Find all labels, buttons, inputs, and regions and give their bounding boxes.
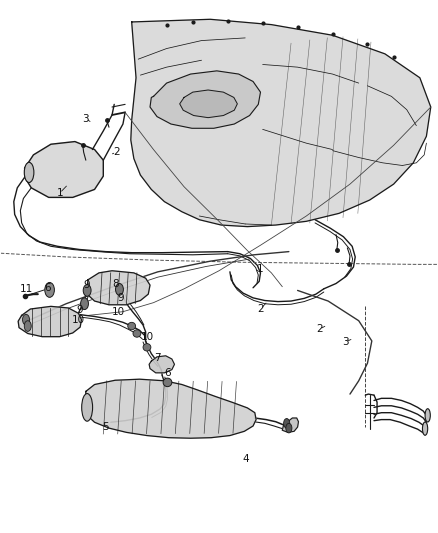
Ellipse shape bbox=[81, 393, 92, 421]
Ellipse shape bbox=[133, 330, 141, 337]
Polygon shape bbox=[180, 90, 237, 118]
Ellipse shape bbox=[83, 285, 91, 296]
Text: 3: 3 bbox=[82, 114, 89, 124]
Polygon shape bbox=[149, 356, 174, 373]
Text: 2: 2 bbox=[113, 147, 120, 157]
Polygon shape bbox=[150, 71, 261, 128]
Polygon shape bbox=[18, 306, 81, 337]
Text: 3: 3 bbox=[343, 337, 349, 347]
Polygon shape bbox=[25, 142, 103, 197]
Text: 10: 10 bbox=[72, 314, 85, 325]
Polygon shape bbox=[283, 418, 298, 432]
Ellipse shape bbox=[45, 282, 54, 297]
Text: 6: 6 bbox=[164, 368, 171, 378]
Ellipse shape bbox=[163, 378, 172, 386]
Text: 10: 10 bbox=[112, 306, 125, 317]
Text: 1: 1 bbox=[57, 188, 63, 198]
Text: 5: 5 bbox=[102, 422, 109, 432]
Ellipse shape bbox=[128, 322, 136, 330]
Text: 1: 1 bbox=[257, 264, 264, 274]
Ellipse shape bbox=[423, 422, 427, 435]
Text: 9: 9 bbox=[117, 293, 124, 303]
Text: 9: 9 bbox=[84, 280, 91, 289]
Ellipse shape bbox=[284, 418, 290, 428]
Polygon shape bbox=[85, 379, 256, 438]
Text: 7: 7 bbox=[154, 353, 160, 363]
Ellipse shape bbox=[116, 284, 124, 295]
Ellipse shape bbox=[81, 298, 88, 310]
Ellipse shape bbox=[143, 344, 151, 351]
Polygon shape bbox=[87, 271, 150, 305]
Ellipse shape bbox=[24, 163, 34, 182]
Ellipse shape bbox=[286, 423, 292, 433]
Text: 4: 4 bbox=[243, 454, 249, 464]
Polygon shape bbox=[131, 19, 431, 227]
Text: 10: 10 bbox=[141, 332, 154, 342]
Ellipse shape bbox=[24, 321, 31, 332]
Text: 8: 8 bbox=[112, 279, 118, 288]
Text: 11: 11 bbox=[20, 284, 34, 294]
Text: 9: 9 bbox=[77, 305, 84, 315]
Text: 2: 2 bbox=[316, 324, 323, 334]
Text: 2: 2 bbox=[257, 304, 264, 314]
Ellipse shape bbox=[425, 409, 430, 422]
Ellipse shape bbox=[22, 314, 29, 325]
Text: 6: 6 bbox=[45, 283, 51, 293]
